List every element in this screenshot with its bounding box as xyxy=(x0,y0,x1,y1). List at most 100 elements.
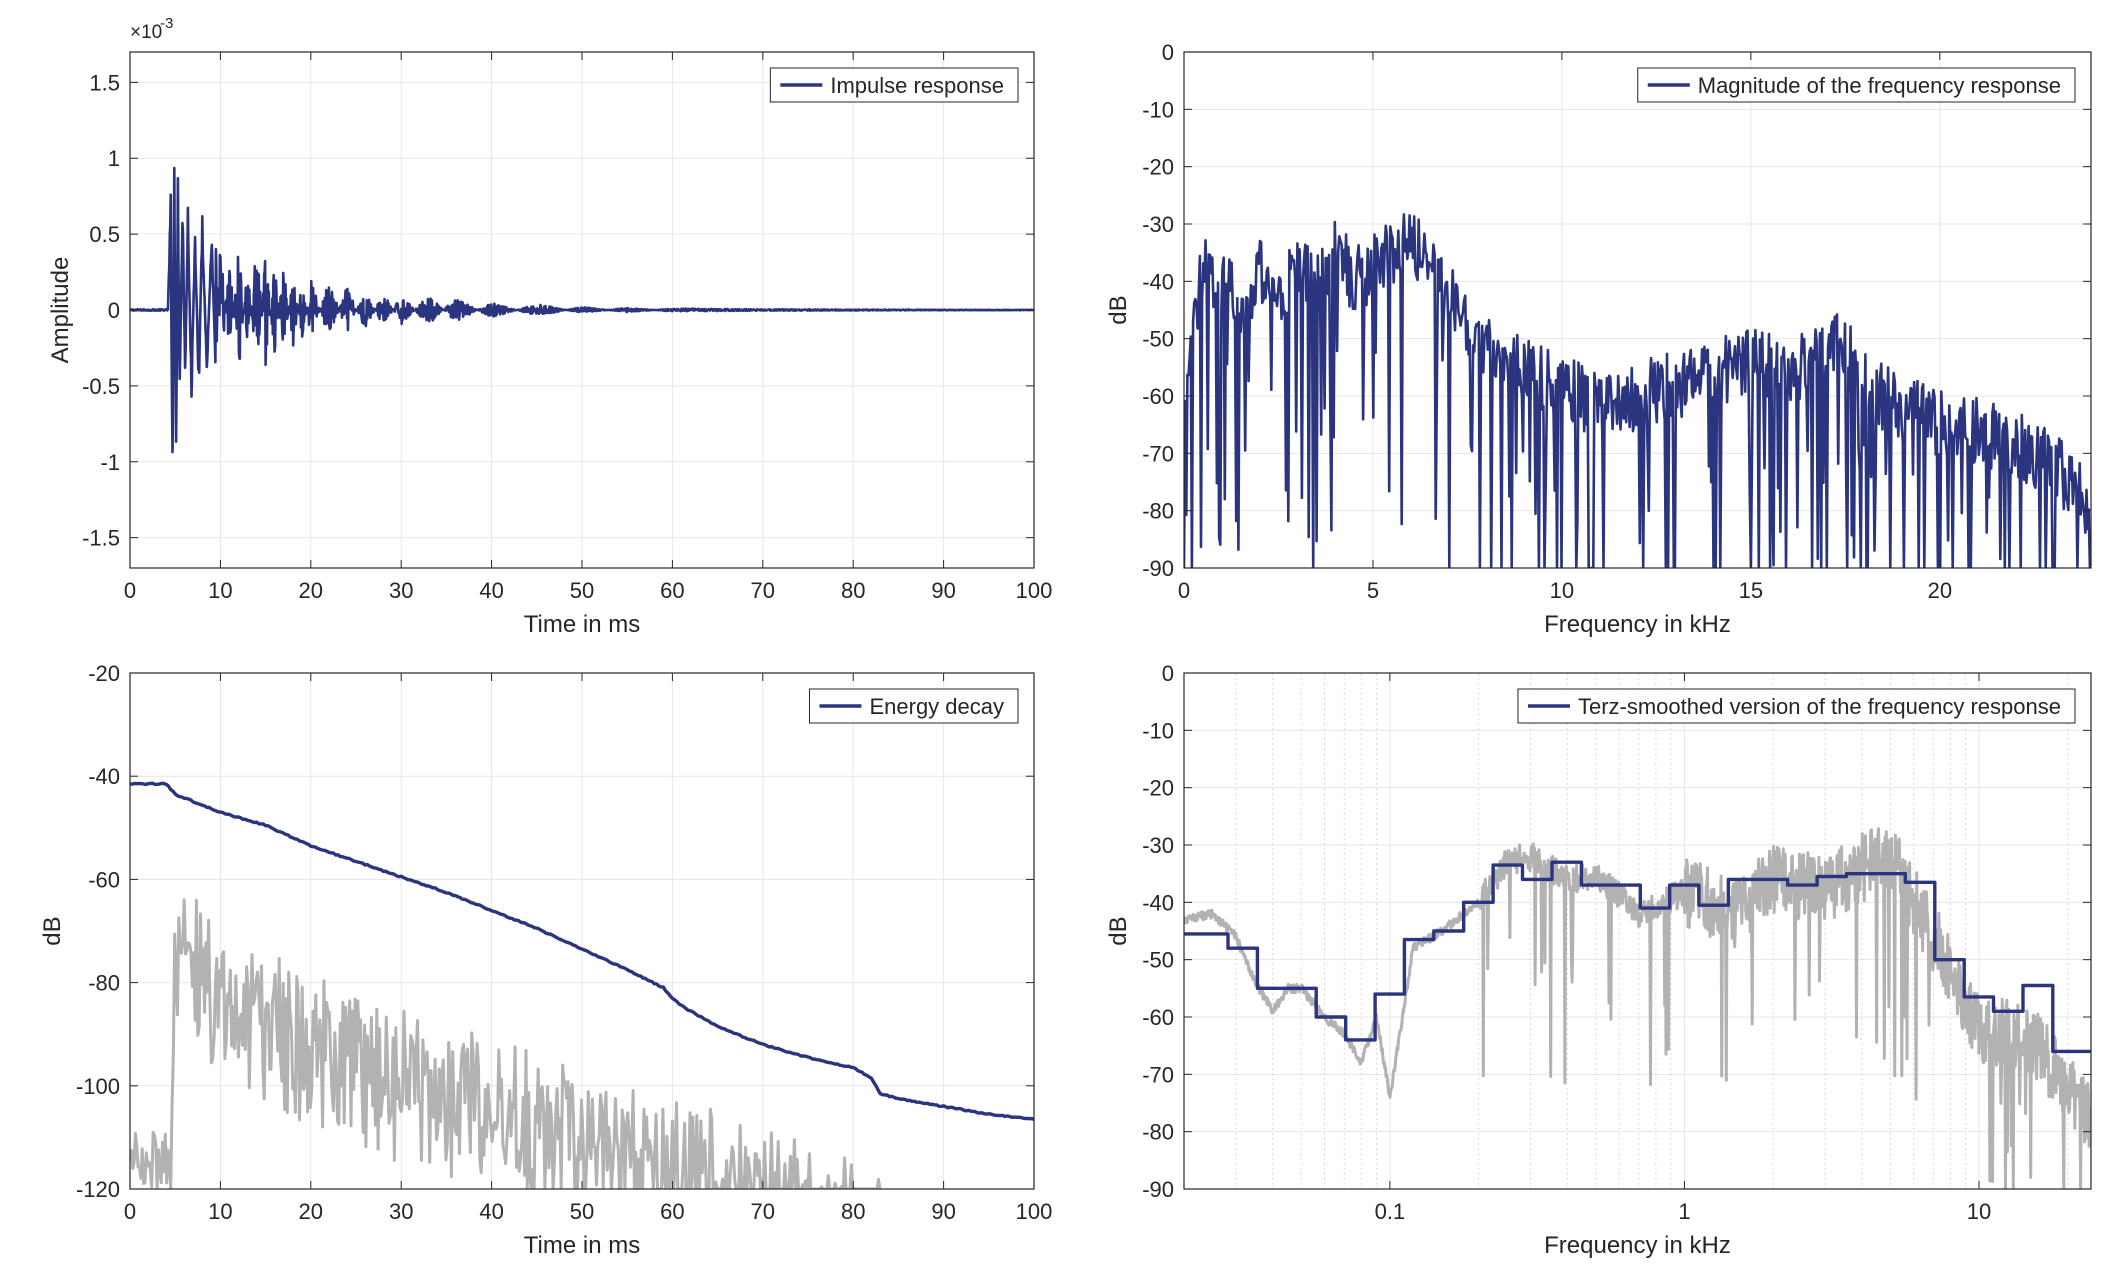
series-line-terz-smoothed-version-of-the-frequency-response xyxy=(1184,860,2091,1054)
y-tick-label: -20 xyxy=(88,661,120,686)
series-layer xyxy=(130,166,1034,454)
y-tick-label: 0 xyxy=(1162,40,1174,65)
x-axis-label: Time in ms xyxy=(524,611,640,638)
x-tick-label: 70 xyxy=(751,578,775,603)
series-layer xyxy=(1184,213,2091,568)
series-layer xyxy=(1184,827,2091,1189)
x-tick-label: 30 xyxy=(389,1199,413,1224)
legend-box xyxy=(1517,688,2076,724)
y-ticks: 0 -10 -20 -30 -40 -50 -60 -70 -80 -90 xyxy=(1142,40,2091,581)
terz-smoothed-panel: 0.1 1 10 0 -10 -20 -30 -40 -50 -60 -70 -80 -90 Freque… xyxy=(1105,661,2092,1259)
legend-label: Impulse response xyxy=(830,73,1004,98)
x-tick-label: 15 xyxy=(1739,578,1763,603)
y-axis-label: dB xyxy=(39,916,66,945)
y-tick-label: -0.5 xyxy=(82,374,120,399)
y-tick-label: -60 xyxy=(1142,384,1174,409)
y-tick-label: -1.5 xyxy=(82,526,120,551)
series-line-magnitude-of-the-frequency-response xyxy=(1184,213,2091,568)
y-exponent-superscript: -3 xyxy=(160,15,173,32)
reference-line xyxy=(130,898,882,1189)
impulse-response-panel: 0 10 20 30 40 50 60 70 80 90 100 -1.5 -1 -0.5 0 0.5 1 1.5… xyxy=(47,15,1052,638)
x-tick-label: 50 xyxy=(570,578,594,603)
y-tick-label: -80 xyxy=(88,971,120,996)
y-tick-label: -40 xyxy=(88,764,120,789)
x-tick-label: 90 xyxy=(931,1199,955,1224)
y-tick-label: -50 xyxy=(1142,948,1174,973)
y-tick-label: -90 xyxy=(1142,556,1174,581)
y-tick-label: -20 xyxy=(1142,155,1174,180)
x-tick-label: 70 xyxy=(751,1199,775,1224)
y-tick-label: -120 xyxy=(76,1177,120,1202)
x-tick-label: 40 xyxy=(479,1199,503,1224)
y-exponent-label: ×10 xyxy=(130,22,162,43)
legend: Terz-smoothed version of the frequency r… xyxy=(1517,688,2076,724)
x-tick-label: 20 xyxy=(299,578,323,603)
x-tick-label: 5 xyxy=(1367,578,1379,603)
y-tick-label: 0.5 xyxy=(89,222,120,247)
legend-label: Terz-smoothed version of the frequency r… xyxy=(1578,694,2061,719)
x-tick-label: 10 xyxy=(208,1199,232,1224)
x-tick-label: 10 xyxy=(1967,1199,1991,1224)
legend: Magnitude of the frequency response xyxy=(1637,67,2076,103)
legend-label: Magnitude of the frequency response xyxy=(1698,73,2061,98)
legend: Impulse response xyxy=(769,67,1019,103)
x-tick-label: 20 xyxy=(299,1199,323,1224)
energy-decay-panel: 0 10 20 30 40 50 60 70 80 90 100 -20 -40 -60 -80 -100 -1… xyxy=(39,661,1052,1259)
x-tick-label: 60 xyxy=(660,578,684,603)
y-tick-label: -20 xyxy=(1142,776,1174,801)
series-layer xyxy=(130,781,1034,1189)
y-tick-label: -90 xyxy=(1142,1177,1174,1202)
axes-frame xyxy=(1183,672,2092,1190)
y-ticks: 0 -10 -20 -30 -40 -50 -60 -70 -80 -90 xyxy=(1142,661,2091,1202)
plot-area xyxy=(1184,673,2091,1189)
y-tick-label: -40 xyxy=(1142,890,1174,915)
y-tick-label: -40 xyxy=(1142,269,1174,294)
y-tick-label: -30 xyxy=(1142,212,1174,237)
y-tick-label: -100 xyxy=(76,1074,120,1099)
x-ticks: 0 10 20 30 40 50 60 70 80 90 100 xyxy=(124,52,1052,603)
x-tick-label: 20 xyxy=(1928,578,1952,603)
series-line-impulse-response xyxy=(130,166,1034,454)
x-tick-label: 10 xyxy=(1550,578,1574,603)
y-tick-label: -60 xyxy=(88,867,120,892)
x-tick-label: 100 xyxy=(1016,1199,1053,1224)
x-axis-label: Frequency in kHz xyxy=(1544,1232,1731,1259)
y-tick-label: -10 xyxy=(1142,718,1174,743)
y-tick-label: 0 xyxy=(1162,661,1174,686)
x-tick-label: 50 xyxy=(570,1199,594,1224)
legend: Energy decay xyxy=(808,688,1019,724)
x-tick-label: 30 xyxy=(389,578,413,603)
y-tick-label: -80 xyxy=(1142,499,1174,524)
x-ticks: 0.1 1 10 xyxy=(1375,673,1991,1224)
x-tick-label: 90 xyxy=(931,578,955,603)
y-tick-label: 0 xyxy=(108,298,120,323)
x-ticks: 0 5 10 15 20 xyxy=(1178,52,1952,603)
x-tick-label: 0 xyxy=(124,1199,136,1224)
magnitude-response-panel: 0 5 10 15 20 0 -10 -20 -30 -40 -50 -60 -70 -80 -90 Freq… xyxy=(1105,40,2092,638)
y-ticks: -20 -40 -60 -80 -100 -120 xyxy=(76,661,1034,1202)
x-tick-label: 80 xyxy=(841,578,865,603)
y-axis-label: dB xyxy=(1105,916,1132,945)
y-tick-label: -70 xyxy=(1142,1062,1174,1087)
y-tick-label: 1 xyxy=(108,146,120,171)
x-tick-label: 0.1 xyxy=(1375,1199,1406,1224)
y-ticks: -1.5 -1 -0.5 0 0.5 1 1.5 xyxy=(82,70,1034,551)
y-tick-label: -1 xyxy=(100,450,120,475)
axes-frame xyxy=(1183,51,2092,569)
x-tick-label: 0 xyxy=(1178,578,1190,603)
y-tick-label: -80 xyxy=(1142,1120,1174,1145)
legend-label: Energy decay xyxy=(869,694,1004,719)
x-axis-label: Frequency in kHz xyxy=(1544,611,1731,638)
y-axis-label: dB xyxy=(1105,295,1132,324)
reference-line xyxy=(1184,827,2091,1189)
series-line-energy-decay xyxy=(130,781,1034,1122)
y-axis-label: Amplitude xyxy=(47,257,74,364)
x-tick-label: 10 xyxy=(208,578,232,603)
y-tick-label: 1.5 xyxy=(89,70,120,95)
y-tick-label: -60 xyxy=(1142,1005,1174,1030)
x-tick-label: 1 xyxy=(1678,1199,1690,1224)
x-axis-label: Time in ms xyxy=(524,1232,640,1259)
x-tick-label: 100 xyxy=(1016,578,1053,603)
y-tick-label: -30 xyxy=(1142,833,1174,858)
